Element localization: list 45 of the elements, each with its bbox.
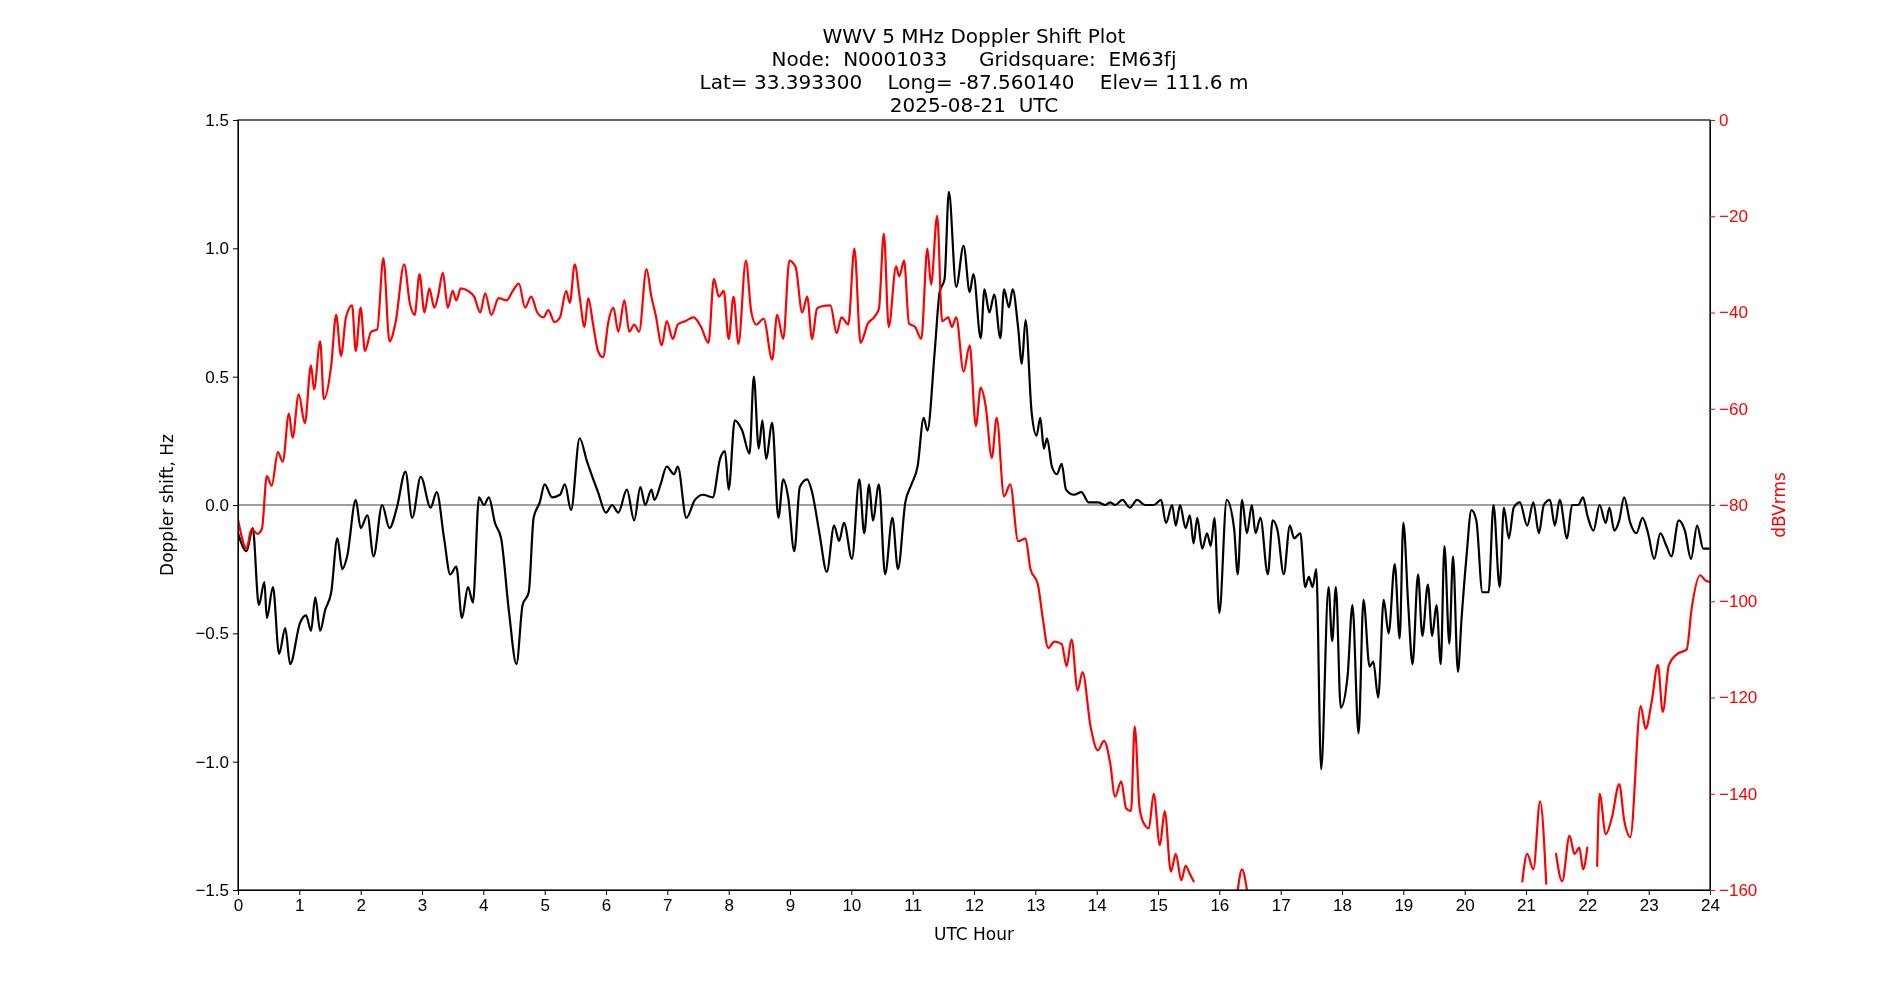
y-tick-label: 0.0 [205, 495, 229, 515]
x-tick-label: 21 [1517, 896, 1536, 916]
x-tick-label: 9 [785, 896, 796, 916]
x-tick-label: 6 [601, 896, 612, 916]
y-tick-label: −0.5 [195, 624, 229, 644]
x-axis-title: UTC Hour [933, 924, 1015, 944]
y2-tick-label: −140 [1719, 784, 1758, 804]
y-tick-label: 1.5 [205, 110, 229, 130]
y2-tick-label: −160 [1719, 880, 1758, 900]
y2-tick-label: −120 [1719, 688, 1758, 708]
y2-tick-label: −80 [1719, 495, 1748, 515]
x-tick-label: 12 [965, 896, 984, 916]
chart-title: WWV 5 MHz Doppler Shift Plot Node: N0001033 Gridsquare: EM63fj Lat= 33.393300 Long= -87.560140 Elev= 111.6 m 2025-08-21 UTC [699, 24, 1249, 117]
y2-tick-label: −100 [1719, 592, 1758, 612]
x-tick-label: 4 [479, 896, 489, 916]
y2-tick-label: −60 [1719, 399, 1748, 419]
y2-tick-label: −20 [1719, 207, 1748, 227]
x-tick-label: 15 [1149, 896, 1168, 916]
x-tick-label: 10 [842, 896, 862, 916]
x-tick-label: 16 [1210, 896, 1230, 916]
x-tick-label: 5 [540, 896, 550, 916]
x-tick-label: 14 [1087, 896, 1107, 916]
x-tick-label: 17 [1271, 896, 1291, 916]
x-tick-label: 19 [1394, 896, 1414, 916]
x-tick-label: 22 [1578, 896, 1598, 916]
x-tick-label: 1 [295, 896, 305, 916]
y2-tick-label: −40 [1719, 303, 1748, 323]
x-tick-label: 24 [1701, 896, 1720, 916]
x-tick-label: 13 [1026, 896, 1046, 916]
y-tick-label: 0.5 [205, 367, 229, 387]
x-tick-label: 20 [1455, 896, 1475, 916]
y-tick-label: 1.0 [205, 239, 229, 259]
x-tick-label: 7 [663, 896, 673, 916]
y2-tick-label: 0 [1719, 110, 1729, 130]
y2-axis-title: dBVrms [1769, 472, 1789, 538]
y-axis-title: Doppler shift, Hz [157, 433, 177, 576]
x-tick-label: 0 [233, 896, 244, 916]
x-tick-label: 2 [356, 896, 366, 916]
x-tick-label: 8 [724, 896, 734, 916]
x-tick-label: 18 [1333, 896, 1352, 916]
y-tick-label: −1.5 [195, 880, 229, 900]
x-tick-label: 11 [904, 896, 922, 916]
x-tick-label: 3 [417, 896, 428, 916]
x-tick-label: 23 [1639, 896, 1659, 916]
y-tick-label: −1.0 [195, 752, 229, 772]
